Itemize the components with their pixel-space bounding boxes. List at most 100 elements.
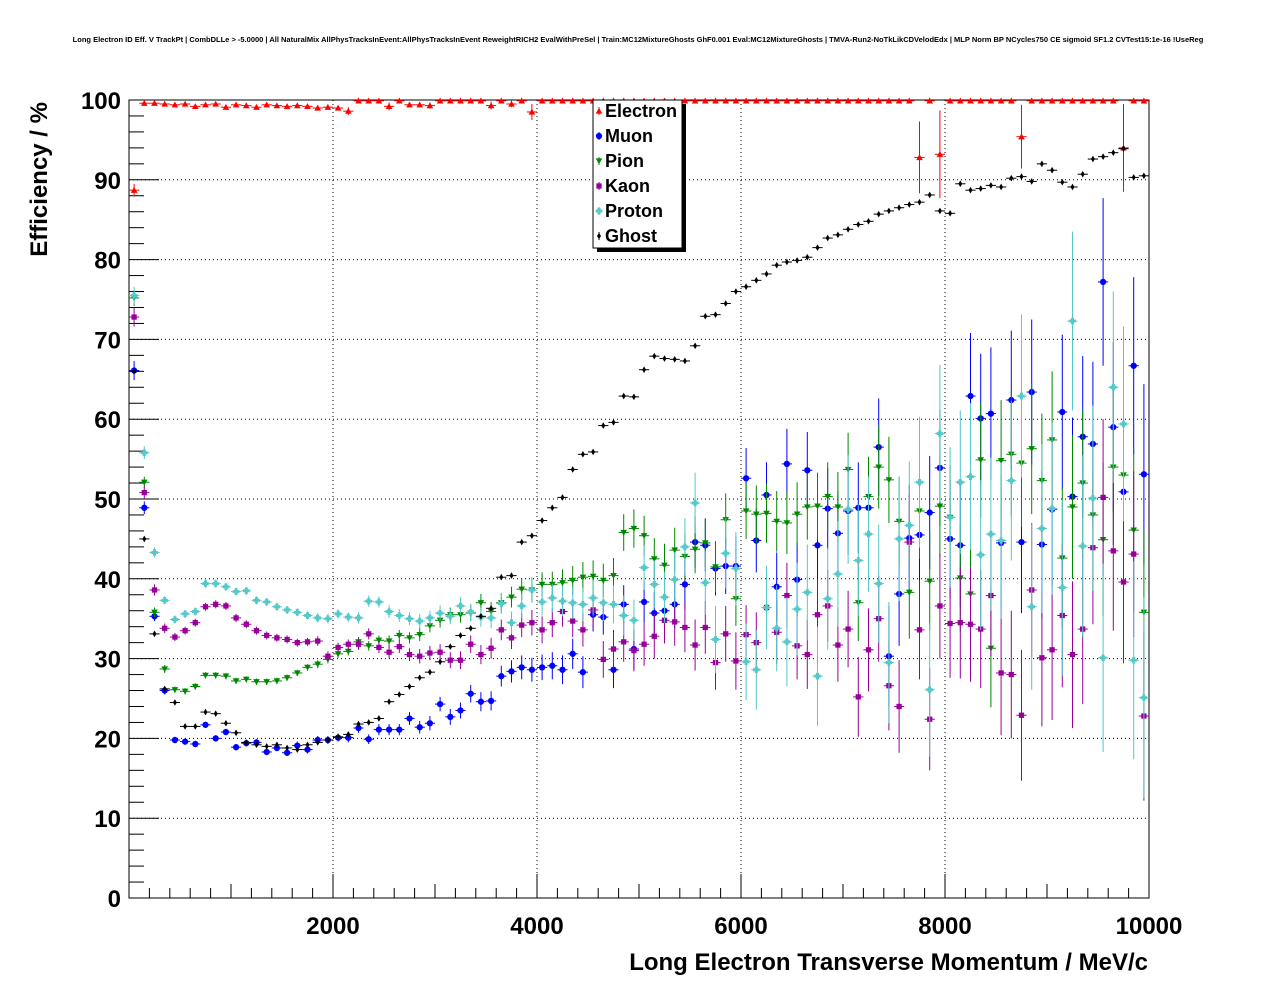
x-tick-label: 2000	[306, 913, 359, 940]
data-point	[691, 97, 699, 104]
data-point	[508, 619, 515, 626]
data-point	[753, 97, 760, 104]
data-point	[977, 551, 984, 559]
data-point	[1069, 651, 1076, 658]
data-point	[161, 597, 168, 604]
data-point	[835, 642, 841, 648]
data-point	[814, 503, 821, 510]
y-tick-label: 30	[94, 647, 121, 674]
data-point	[610, 646, 617, 652]
data-point	[447, 713, 454, 720]
data-point	[487, 614, 495, 622]
data-point	[222, 673, 230, 680]
data-point	[1069, 97, 1076, 104]
data-point	[478, 613, 483, 620]
data-point	[283, 749, 291, 756]
data-point	[376, 715, 381, 722]
data-point	[1121, 145, 1126, 152]
data-point	[171, 736, 179, 744]
legend: Electron Muon Pion Kaon Proton Ghost	[592, 99, 686, 252]
data-point	[630, 525, 638, 532]
data-point	[181, 100, 189, 107]
data-point	[549, 97, 556, 104]
data-point	[375, 598, 383, 606]
data-point	[161, 666, 168, 673]
data-point	[448, 643, 453, 650]
data-point	[926, 578, 933, 585]
data-points	[129, 97, 1149, 801]
data-point	[426, 102, 434, 109]
data-point	[1039, 655, 1045, 661]
data-point	[600, 599, 607, 607]
data-point	[967, 97, 974, 104]
data-point	[579, 574, 587, 581]
data-point	[162, 685, 167, 693]
data-point	[722, 97, 729, 104]
data-point	[171, 616, 179, 623]
data-point	[202, 101, 209, 108]
data-point	[334, 610, 342, 618]
data-point	[366, 719, 371, 726]
data-point	[528, 586, 536, 594]
data-point	[1130, 362, 1137, 369]
x-tick-label: 10000	[1116, 913, 1183, 940]
data-point	[997, 458, 1005, 464]
y-axis-label: Efficiency / %	[26, 102, 53, 257]
data-point	[263, 101, 270, 108]
data-point	[385, 726, 393, 733]
data-point	[1029, 178, 1034, 185]
data-point	[426, 720, 434, 727]
data-point	[987, 97, 995, 104]
data-point	[498, 600, 505, 607]
y-tick-label: 0	[108, 886, 121, 913]
data-point	[284, 636, 290, 643]
data-point	[713, 311, 718, 318]
data-point	[672, 619, 678, 625]
data-point	[1008, 671, 1014, 678]
data-point	[345, 641, 351, 647]
data-point	[1131, 174, 1136, 181]
data-point	[232, 744, 240, 751]
data-point	[682, 357, 687, 365]
data-point	[652, 352, 657, 360]
series-electron	[129, 97, 1149, 199]
data-point	[600, 577, 607, 584]
data-point	[742, 475, 750, 482]
data-point	[753, 666, 760, 674]
data-point	[886, 207, 891, 215]
data-point	[1038, 97, 1046, 104]
data-point	[722, 549, 729, 557]
data-point	[631, 393, 636, 401]
data-point	[855, 557, 862, 564]
data-point	[579, 601, 587, 608]
data-point	[640, 598, 648, 606]
data-point	[763, 510, 770, 517]
data-point	[436, 700, 444, 708]
data-point	[232, 678, 240, 685]
data-point	[385, 638, 393, 645]
data-point	[212, 672, 219, 679]
data-point	[264, 743, 269, 750]
data-point	[447, 97, 454, 104]
data-point	[651, 609, 658, 617]
series-ghost	[129, 145, 1149, 753]
data-point	[804, 97, 811, 104]
data-point	[824, 493, 831, 500]
data-point	[916, 627, 923, 633]
data-point	[324, 615, 332, 622]
data-point	[1018, 538, 1025, 546]
data-point	[324, 103, 332, 110]
data-point	[183, 723, 188, 730]
data-point	[631, 647, 637, 654]
data-point	[814, 672, 821, 680]
y-tick-label: 60	[94, 407, 121, 434]
y-tick-label: 10	[94, 806, 121, 833]
data-point	[733, 658, 739, 664]
data-point	[518, 586, 525, 593]
data-point	[365, 736, 372, 743]
data-point	[783, 97, 791, 104]
data-point	[559, 580, 566, 587]
data-point	[508, 668, 515, 675]
data-point	[325, 653, 331, 659]
data-point	[273, 678, 281, 685]
